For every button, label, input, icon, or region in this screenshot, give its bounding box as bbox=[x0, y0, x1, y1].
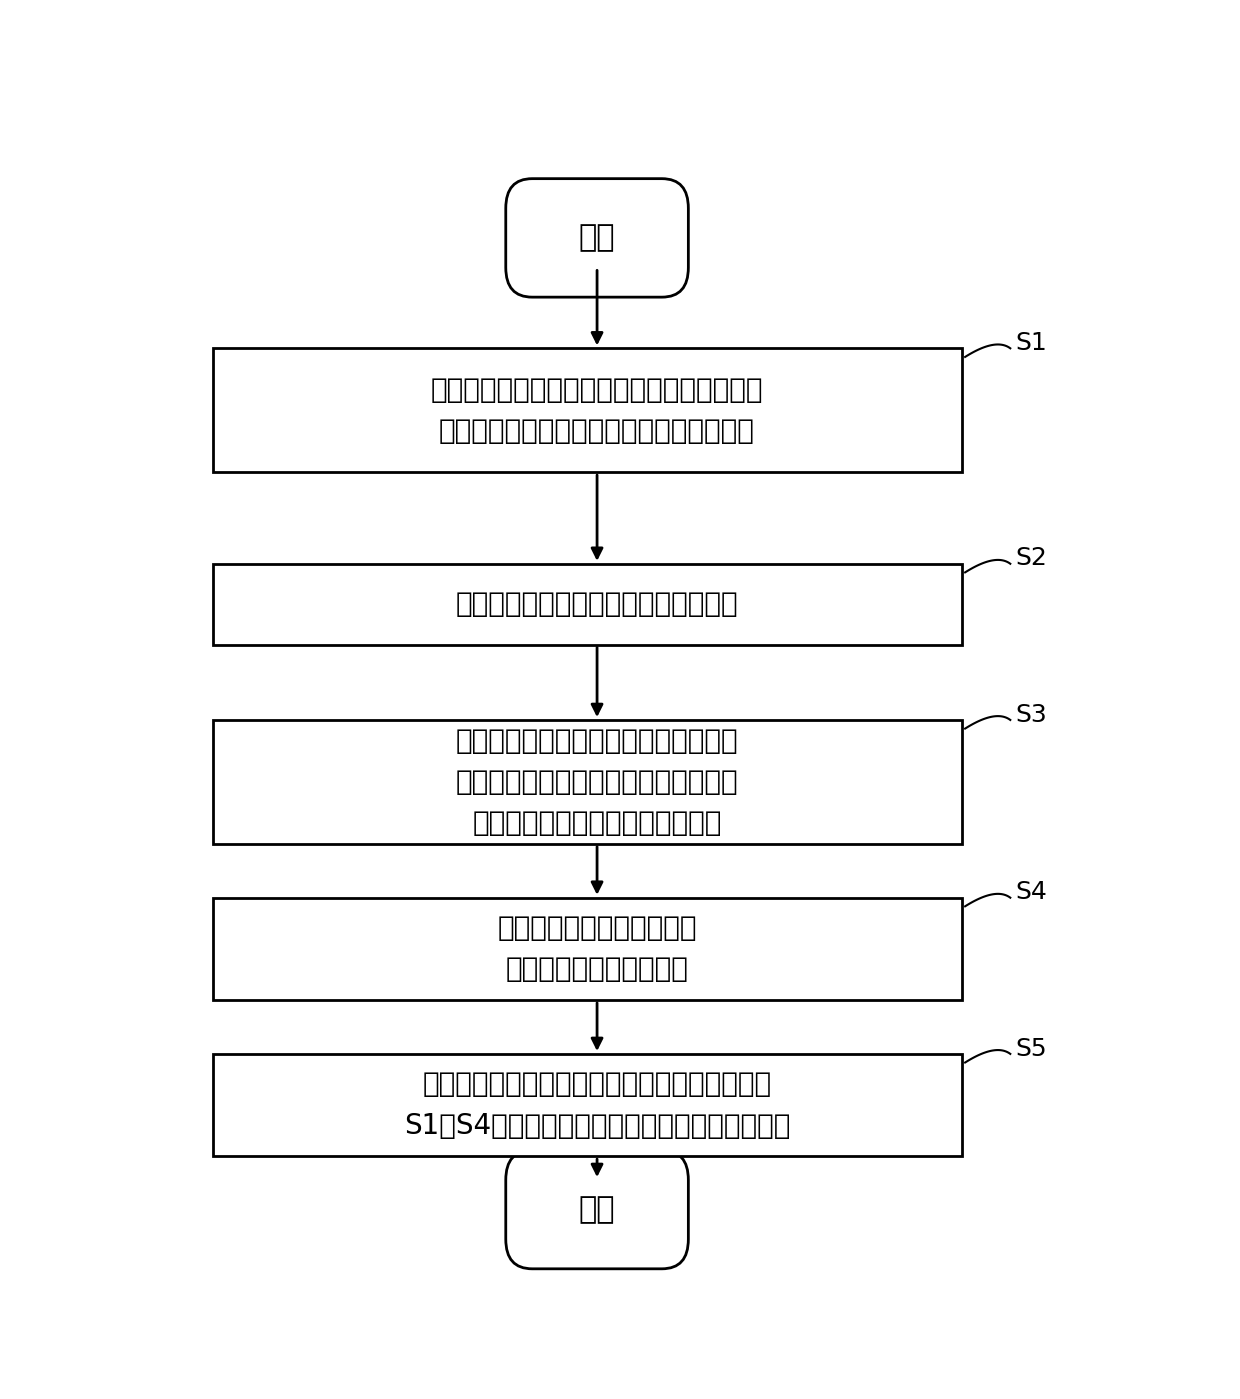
FancyBboxPatch shape bbox=[213, 720, 962, 844]
FancyBboxPatch shape bbox=[213, 564, 962, 645]
Text: 对每方位的回波数据进行质量控制处理: 对每方位的回波数据进行质量控制处理 bbox=[456, 590, 738, 618]
Text: 开始: 开始 bbox=[579, 224, 615, 252]
Text: 建立三维坐标系，根据质量控制处理后
的每方位的回波数据，在三维坐标系中
分别制作每方位上的二维回波图像: 建立三维坐标系，根据质量控制处理后 的每方位的回波数据，在三维坐标系中 分别制作… bbox=[456, 726, 738, 837]
FancyBboxPatch shape bbox=[213, 898, 962, 1000]
Text: 读取云雷达在全空域多方位的雷达扫描模式下
的回波数据，并读取云雷达的扫描配置参数: 读取云雷达在全空域多方位的雷达扫描模式下 的回波数据，并读取云雷达的扫描配置参数 bbox=[430, 376, 764, 445]
Text: 结束: 结束 bbox=[579, 1195, 615, 1224]
Text: 对每方位上的二维回波图像
的正面和背面做纹理贴图: 对每方位上的二维回波图像 的正面和背面做纹理贴图 bbox=[497, 915, 697, 983]
FancyBboxPatch shape bbox=[213, 348, 962, 473]
Text: S5: S5 bbox=[1016, 1037, 1047, 1060]
FancyBboxPatch shape bbox=[506, 1150, 688, 1269]
Text: S3: S3 bbox=[1016, 702, 1047, 726]
Text: 对三维显示平台进行初始化设置，将上述经步骤
S1～S4处理后的数据在三维显示平台上进行显示: 对三维显示平台进行初始化设置，将上述经步骤 S1～S4处理后的数据在三维显示平台… bbox=[404, 1070, 790, 1140]
Text: S1: S1 bbox=[1016, 332, 1047, 355]
FancyBboxPatch shape bbox=[213, 1053, 962, 1156]
FancyBboxPatch shape bbox=[506, 179, 688, 297]
Text: S2: S2 bbox=[1016, 547, 1047, 571]
Text: S4: S4 bbox=[1016, 880, 1047, 904]
